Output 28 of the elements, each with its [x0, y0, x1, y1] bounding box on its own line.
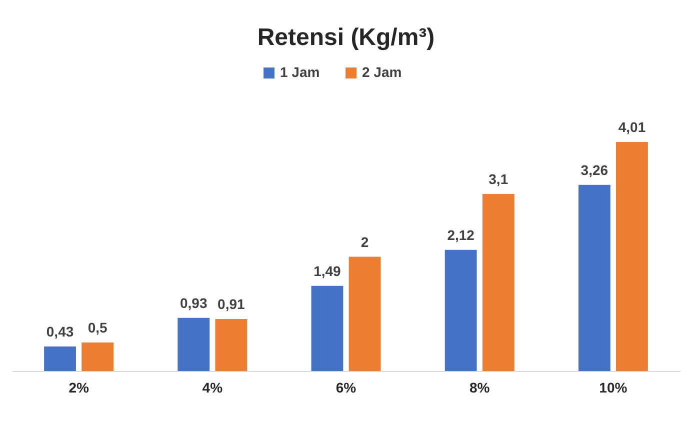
x-tick-label: 2%: [68, 380, 90, 396]
data-label: 2,12: [447, 226, 475, 243]
bar: [616, 142, 648, 371]
bar: [82, 342, 114, 371]
bar: [444, 250, 477, 371]
bar: [311, 286, 344, 371]
x-tick-label: 4%: [202, 380, 224, 396]
data-label: 0,5: [88, 319, 108, 336]
data-label: 0,93: [180, 294, 208, 311]
bar: [215, 319, 248, 371]
data-label: 0,91: [218, 296, 246, 312]
bar: [578, 184, 610, 371]
data-label: 0,43: [46, 323, 74, 340]
data-label: 4,01: [618, 119, 646, 135]
bar: [348, 256, 381, 371]
data-label: 3,26: [580, 162, 608, 178]
bar: [44, 346, 76, 371]
chart-title: Retensi (Kg/m³): [257, 24, 435, 51]
x-tick-label: 6%: [336, 380, 357, 396]
data-label: 1,49: [314, 262, 342, 279]
bar: [482, 194, 514, 371]
legend-label: 1 Jam: [280, 64, 320, 80]
bar: [178, 318, 210, 371]
legend-label: 2 Jam: [362, 64, 402, 80]
data-label: 3,1: [488, 170, 508, 187]
x-tick-label: 8%: [469, 380, 490, 396]
data-label: 2: [360, 234, 369, 250]
x-tick-label: 10%: [599, 380, 628, 396]
